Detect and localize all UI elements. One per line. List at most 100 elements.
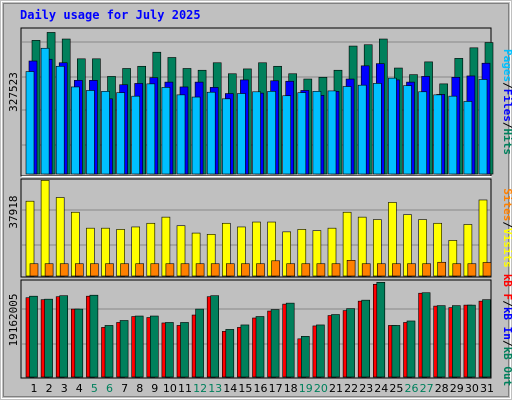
pages-bar bbox=[86, 90, 95, 175]
pages-bar bbox=[448, 95, 458, 175]
kbout-bar bbox=[119, 320, 129, 378]
kbout-bar bbox=[285, 302, 295, 378]
kbout-bar bbox=[165, 322, 174, 378]
panel-hits-files-pages: 327523 Pages/Files/Hits bbox=[7, 27, 512, 177]
day-label: 13 bbox=[208, 382, 222, 395]
day-label: 25 bbox=[389, 382, 403, 395]
legend-part: Sites bbox=[501, 188, 512, 221]
sites-bar bbox=[59, 263, 69, 277]
kbout-bar bbox=[225, 329, 235, 378]
day-label: 28 bbox=[435, 382, 449, 395]
kbout-bar bbox=[255, 316, 265, 378]
kbout-bar bbox=[44, 298, 53, 378]
pages-bar bbox=[55, 65, 65, 175]
pages-bar bbox=[418, 91, 427, 175]
day-label: 3 bbox=[61, 382, 68, 395]
sites-bar bbox=[376, 263, 386, 277]
day-label: 29 bbox=[450, 382, 464, 395]
legend-part: kB In bbox=[501, 307, 512, 340]
kbout-bar bbox=[316, 324, 325, 378]
kbout-bar bbox=[180, 322, 189, 378]
sites-bar bbox=[482, 262, 492, 277]
kbout-bar bbox=[331, 314, 340, 378]
day-label: 31 bbox=[480, 382, 494, 395]
pages-bar bbox=[146, 83, 156, 175]
pages-bar bbox=[252, 91, 261, 175]
panel-bottom-legend: kB F/kB In/kB Out bbox=[501, 274, 512, 387]
day-label: 16 bbox=[254, 382, 268, 395]
sites-bar bbox=[301, 263, 311, 277]
sites-bar bbox=[467, 263, 477, 277]
legend-part: Pages bbox=[501, 49, 512, 82]
sites-bar bbox=[392, 263, 401, 277]
pages-bar bbox=[478, 79, 488, 175]
sites-bar bbox=[150, 263, 160, 277]
sites-bar bbox=[452, 263, 462, 277]
day-label: 17 bbox=[269, 382, 283, 395]
pages-bar bbox=[282, 95, 292, 175]
pages-bar bbox=[463, 101, 473, 175]
kbout-bar bbox=[467, 304, 476, 378]
sites-bar bbox=[180, 263, 190, 277]
pages-bar bbox=[131, 95, 140, 175]
sites-bar bbox=[316, 263, 326, 277]
kbout-bar bbox=[391, 325, 401, 378]
panel-bottom-ymax-label: 19162005 bbox=[7, 294, 20, 347]
day-label: 8 bbox=[136, 382, 143, 395]
sites-bar bbox=[331, 263, 341, 277]
day-label: 6 bbox=[106, 382, 113, 395]
kbout-bar bbox=[89, 294, 99, 378]
day-label: 5 bbox=[91, 382, 98, 395]
panel-visits-sites: 37918 Sites/Visits bbox=[7, 178, 512, 278]
sites-bar bbox=[120, 263, 129, 277]
sites-bar bbox=[29, 263, 39, 277]
sites-bar bbox=[135, 263, 144, 277]
kbout-bar bbox=[74, 308, 84, 378]
legend-part: Files bbox=[501, 89, 512, 122]
pages-bar bbox=[267, 91, 276, 175]
kbout-bar bbox=[134, 315, 144, 378]
sites-bar bbox=[90, 263, 99, 277]
kbout-bar bbox=[346, 308, 355, 378]
sites-bar bbox=[44, 263, 54, 277]
pages-bar bbox=[191, 96, 201, 175]
panel-kbf-kbin-kbout: 19162005 kB F/kB In/kB Out bbox=[7, 274, 512, 387]
sites-bar bbox=[346, 260, 356, 277]
day-label: 18 bbox=[284, 382, 298, 395]
pages-bar bbox=[357, 84, 367, 175]
panel-middle-bars bbox=[25, 180, 492, 277]
pages-bar bbox=[297, 92, 307, 175]
sites-bar bbox=[422, 263, 431, 277]
sites-bar bbox=[256, 263, 265, 277]
kbout-bar bbox=[29, 295, 38, 378]
day-label: 22 bbox=[344, 382, 358, 395]
panel-top-ymax-label: 327523 bbox=[7, 72, 20, 112]
chart-title: Daily usage for July 2025 bbox=[20, 8, 201, 22]
day-label: 20 bbox=[314, 382, 328, 395]
day-label: 12 bbox=[193, 382, 207, 395]
kbout-bar bbox=[195, 308, 204, 378]
pages-bar bbox=[71, 86, 80, 175]
pages-bar bbox=[237, 93, 246, 175]
panel-middle-ymax-label: 37918 bbox=[7, 195, 20, 228]
kbout-bar bbox=[436, 305, 446, 378]
pages-bar bbox=[101, 91, 110, 175]
day-label: 23 bbox=[359, 382, 373, 395]
kbout-bar bbox=[361, 299, 371, 378]
kbout-bar bbox=[406, 320, 416, 378]
outer-bevel-dark bbox=[3, 3, 509, 397]
sites-bar bbox=[165, 263, 175, 277]
pages-bar bbox=[40, 47, 50, 175]
kbout-bar bbox=[300, 336, 310, 378]
pages-bar bbox=[342, 86, 352, 175]
sites-bar bbox=[75, 263, 84, 277]
kbout-bar bbox=[150, 315, 159, 378]
kbout-bar bbox=[240, 324, 250, 378]
panel-top-legend: Pages/Files/Hits bbox=[501, 49, 512, 155]
kbout-bar bbox=[59, 295, 69, 378]
day-label: 26 bbox=[405, 382, 419, 395]
pages-bar bbox=[25, 71, 35, 175]
legend-part: kB F bbox=[501, 274, 512, 301]
